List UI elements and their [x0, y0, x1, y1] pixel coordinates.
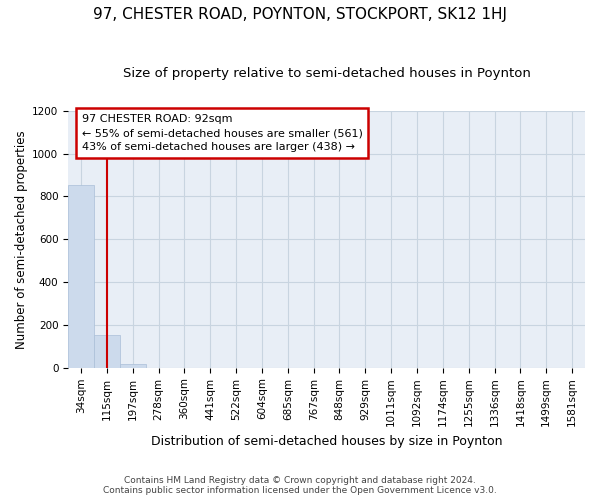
X-axis label: Distribution of semi-detached houses by size in Poynton: Distribution of semi-detached houses by …: [151, 434, 502, 448]
Text: 97 CHESTER ROAD: 92sqm
← 55% of semi-detached houses are smaller (561)
43% of se: 97 CHESTER ROAD: 92sqm ← 55% of semi-det…: [82, 114, 362, 152]
Text: Contains HM Land Registry data © Crown copyright and database right 2024.
Contai: Contains HM Land Registry data © Crown c…: [103, 476, 497, 495]
Text: 97, CHESTER ROAD, POYNTON, STOCKPORT, SK12 1HJ: 97, CHESTER ROAD, POYNTON, STOCKPORT, SK…: [93, 8, 507, 22]
Bar: [68, 184, 94, 368]
Bar: [120, 364, 146, 368]
Title: Size of property relative to semi-detached houses in Poynton: Size of property relative to semi-detach…: [122, 68, 530, 80]
Y-axis label: Number of semi-detached properties: Number of semi-detached properties: [15, 130, 28, 348]
Bar: [94, 334, 120, 368]
